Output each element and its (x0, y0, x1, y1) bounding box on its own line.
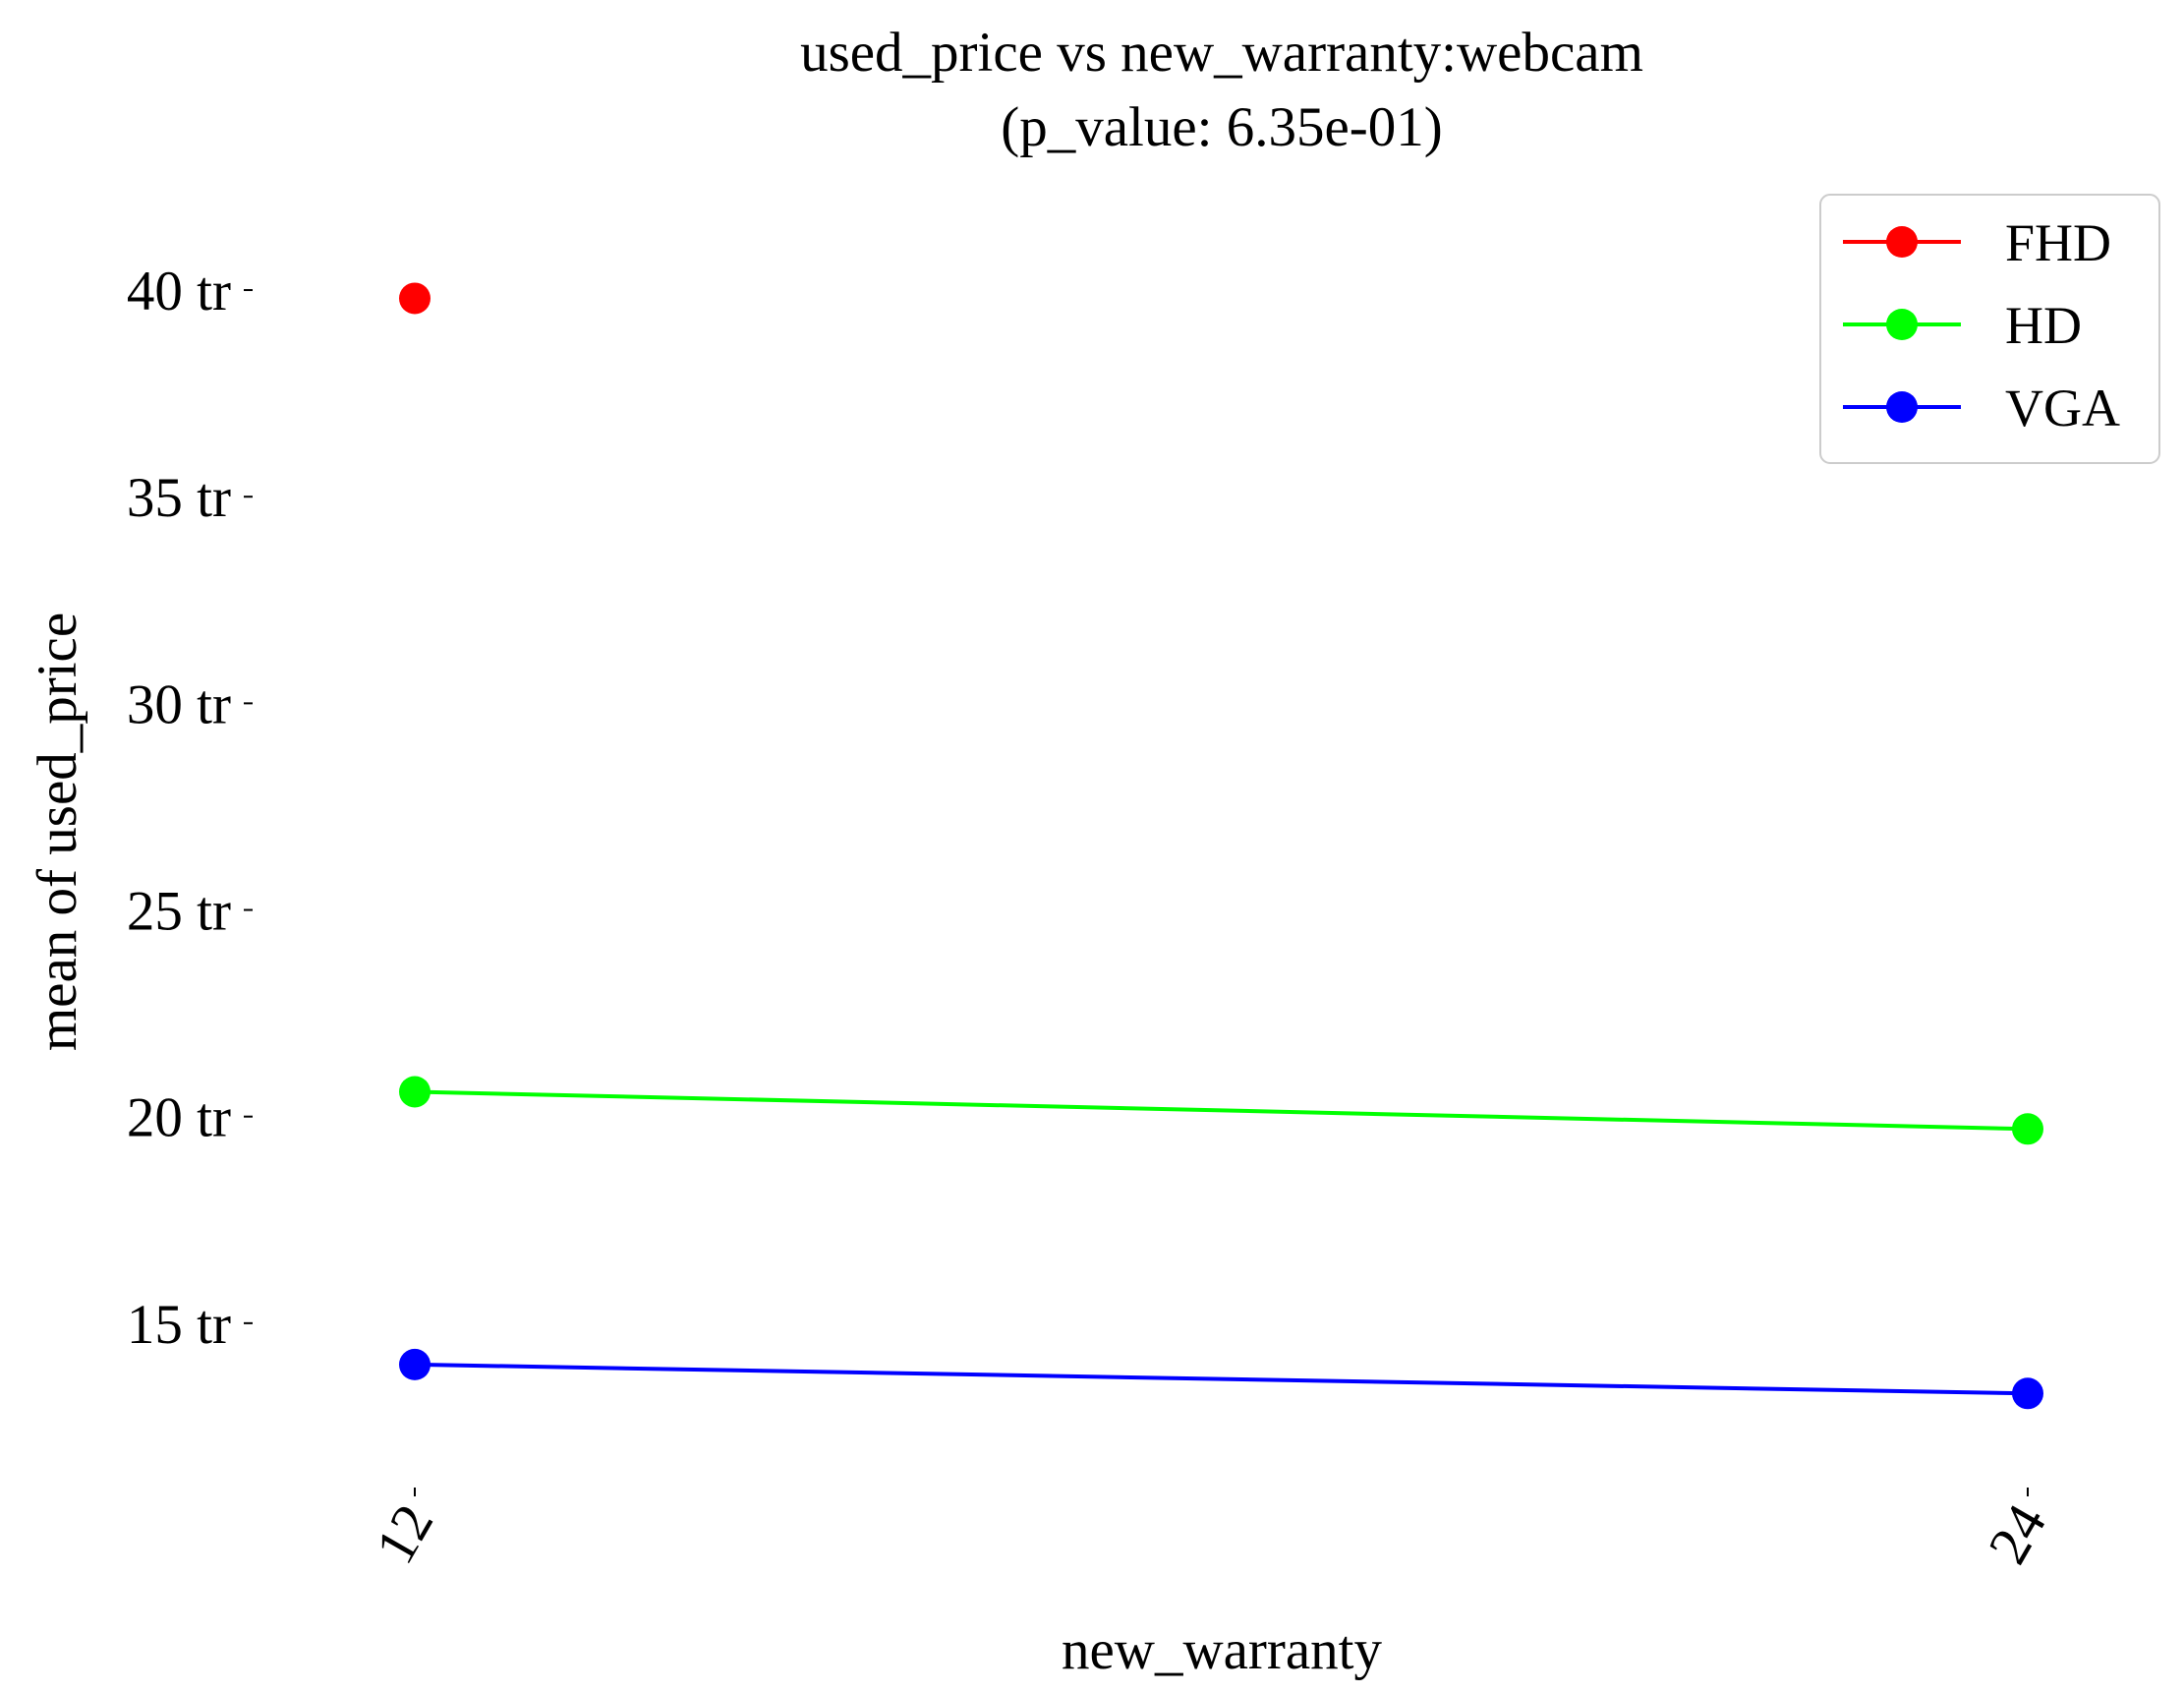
legend-item-hd: HD (1843, 296, 2082, 355)
y-axis: 15 tr 20 tr 25 tr 30 tr 35 tr 40 tr (127, 261, 253, 1356)
y-tick-label: 25 tr (127, 881, 231, 943)
y-axis-label: mean of used_price (27, 613, 88, 1051)
legend-label: HD (2005, 296, 2082, 355)
legend-label: VGA (2005, 379, 2120, 438)
data-point-vga (2012, 1377, 2043, 1410)
legend: FHD HD VGA (1819, 194, 2160, 464)
chart-subtitle: (p_value: 6.35e-01) (1001, 96, 1443, 158)
plot-series (399, 282, 2043, 1410)
y-tick-label: 35 tr (127, 467, 231, 529)
data-point-fhd (399, 282, 431, 315)
series-fhd (399, 282, 431, 315)
series-line-vga (414, 1362, 2029, 1396)
x-axis-label: new_warranty (1062, 1619, 1383, 1681)
x-axis: 12 24 (364, 1488, 2058, 1574)
y-tick-label: 15 tr (127, 1294, 231, 1356)
legend-marker (1886, 309, 1918, 340)
y-tick-label: 20 tr (127, 1087, 231, 1149)
data-point-vga (399, 1348, 431, 1380)
y-tick-label: 40 tr (127, 261, 231, 322)
legend-item-vga: VGA (1843, 379, 2120, 438)
legend-item-fhd: FHD (1843, 213, 2111, 272)
chart-title: used_price vs new_warranty:webcam (800, 22, 1643, 84)
legend-marker (1886, 226, 1918, 258)
series-vga (399, 1348, 2043, 1410)
legend-marker (1886, 391, 1918, 423)
x-tick-label: 24 (1977, 1494, 2058, 1574)
x-tick-label: 12 (364, 1494, 445, 1574)
legend-label: FHD (2005, 213, 2111, 272)
series-hd (399, 1076, 2043, 1145)
y-tick-label: 30 tr (127, 673, 231, 735)
data-point-hd (399, 1076, 431, 1108)
series-line-hd (414, 1089, 2029, 1132)
data-point-hd (2012, 1113, 2043, 1145)
